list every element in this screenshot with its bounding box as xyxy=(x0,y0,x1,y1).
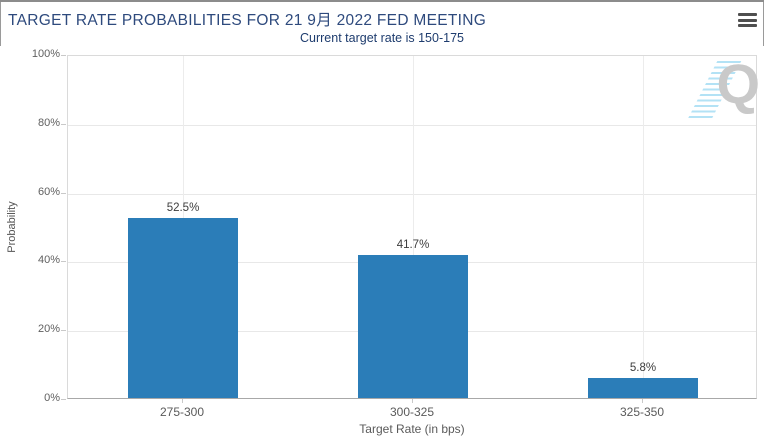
y-tick-label: 20% xyxy=(37,323,60,336)
y-tick-mark xyxy=(61,399,66,400)
gridline-cat-1 xyxy=(413,56,414,398)
x-category-label: 275-300 xyxy=(159,405,205,419)
y-axis-title: Probability xyxy=(6,201,18,253)
y-tick-mark xyxy=(61,192,66,194)
y-tick-label: 100% xyxy=(31,48,60,60)
x-category-label: 300-325 xyxy=(389,405,435,419)
hamburger-bar xyxy=(738,24,757,27)
gridline-60 xyxy=(68,193,756,195)
hamburger-bar xyxy=(738,18,757,22)
x-axis-title: Target Rate (in bps) xyxy=(359,422,465,436)
x-category-label: 325-350 xyxy=(619,405,665,419)
hamburger-menu-icon[interactable] xyxy=(738,13,758,28)
y-tick-label: 40% xyxy=(37,254,60,267)
y-tick-mark xyxy=(61,123,66,125)
widget-left-border xyxy=(0,2,1,46)
y-tick-label: 80% xyxy=(37,116,60,129)
bar-value-label: 41.7% xyxy=(396,239,430,251)
y-tick-mark xyxy=(61,261,66,263)
gridline-cat-2 xyxy=(643,56,644,398)
x-tick-mark xyxy=(642,399,643,403)
x-tick-mark xyxy=(412,399,413,403)
chart-subtitle: Current target rate is 150-175 xyxy=(300,31,464,45)
y-tick-mark xyxy=(61,55,66,56)
bar-value-label: 52.5% xyxy=(166,202,200,214)
y-tick-label: 60% xyxy=(37,185,60,198)
bar-275-300[interactable] xyxy=(128,218,238,398)
bar-300-325[interactable] xyxy=(358,255,468,398)
chart-title: TARGET RATE PROBABILITIES FOR 21 9月 2022… xyxy=(8,12,487,29)
y-tick-mark xyxy=(61,330,66,332)
y-tick-label: 0% xyxy=(44,392,60,404)
plot-area: 52.5% 41.7% 5.8% xyxy=(67,55,757,399)
gridline-80 xyxy=(68,124,756,126)
x-tick-mark xyxy=(182,399,183,403)
bar-325-350[interactable] xyxy=(588,378,698,398)
bar-value-label: 5.8% xyxy=(629,362,657,374)
hamburger-bar xyxy=(738,13,757,16)
